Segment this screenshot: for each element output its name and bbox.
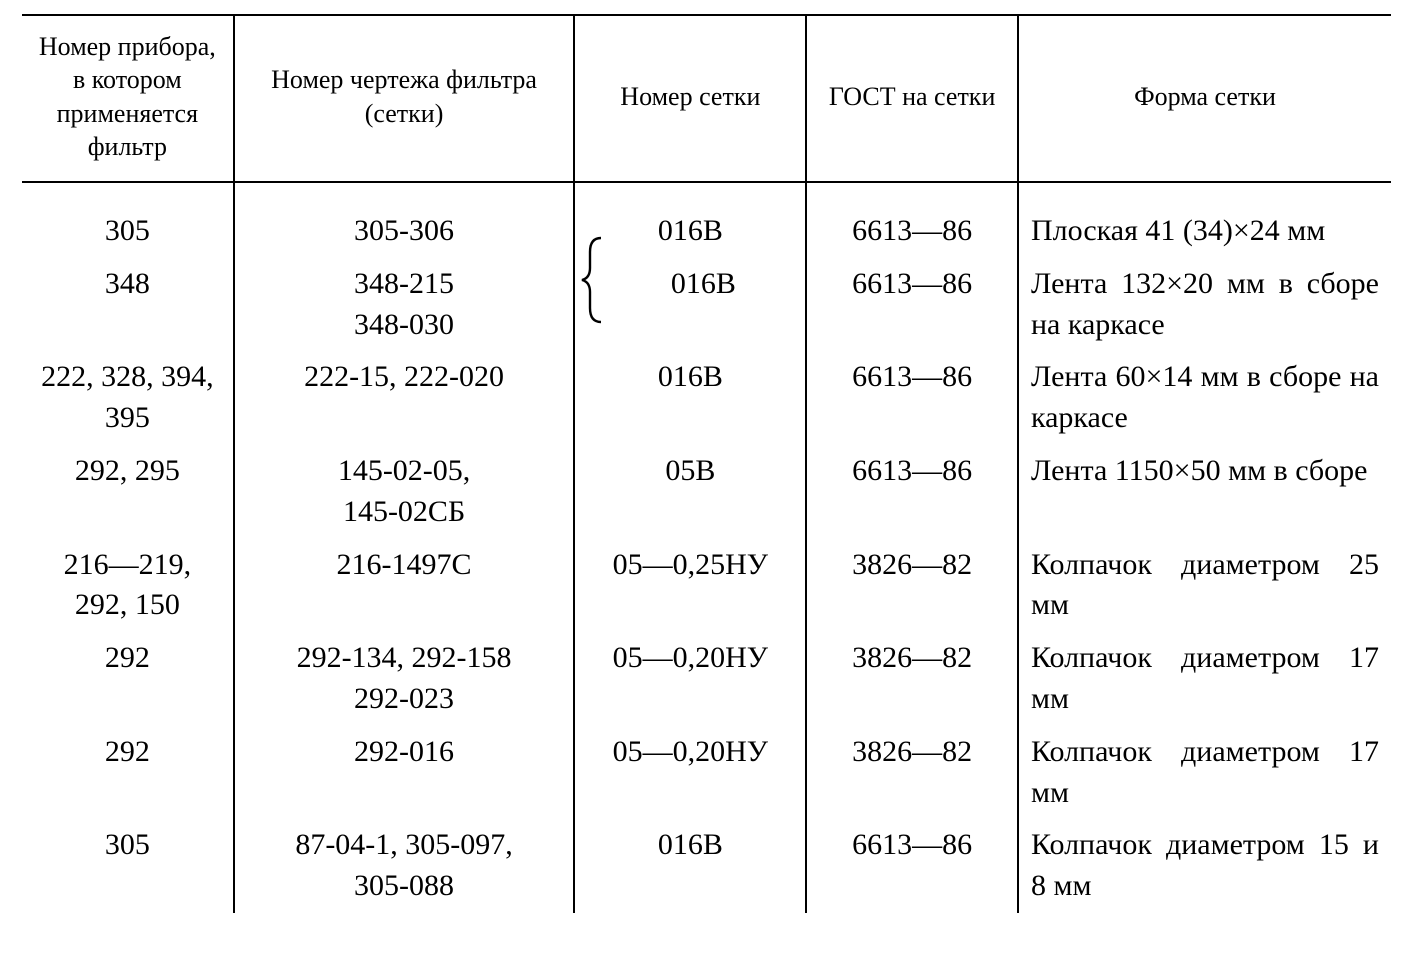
- cell-gost: 6613—86: [806, 205, 1018, 258]
- cell-shape: Лента 1150×50 мм в сборе: [1018, 445, 1391, 539]
- cell-gost: 3826—82: [806, 632, 1018, 726]
- cell-mesh: 016В: [574, 819, 806, 913]
- cell-mesh: 05—0,25НУ: [574, 539, 806, 633]
- cell-gost: 3826—82: [806, 726, 1018, 820]
- cell-device: 292: [22, 726, 234, 820]
- table-row: 305305-306016В6613—86Плоская 41 (34)×24 …: [22, 205, 1391, 258]
- cell-drawing: 292-016: [234, 726, 575, 820]
- cell-gost: 6613—86: [806, 819, 1018, 913]
- cell-drawing: 216-1497С: [234, 539, 575, 633]
- cell-mesh: 05—0,20НУ: [574, 726, 806, 820]
- col-header-gost: ГОСТ на сетки: [806, 15, 1018, 182]
- table-row: 292292-134, 292-158292-02305—0,20НУ3826—…: [22, 632, 1391, 726]
- cell-shape: Лента 132×20 мм в сборе на каркасе: [1018, 258, 1391, 352]
- cell-gost: 3826—82: [806, 539, 1018, 633]
- cell-mesh: 05—0,20НУ: [574, 632, 806, 726]
- col-header-device: Номер прибора, в котором применяется фил…: [22, 15, 234, 182]
- cell-shape: Колпачок диаметром 15 и 8 мм: [1018, 819, 1391, 913]
- cell-drawing: 292-134, 292-158292-023: [234, 632, 575, 726]
- cell-mesh: 016В: [574, 258, 806, 352]
- cell-device: 305: [22, 205, 234, 258]
- cell-drawing: 222-15, 222-020: [234, 351, 575, 445]
- cell-device: 348: [22, 258, 234, 352]
- cell-drawing: 348-215348-030: [234, 258, 575, 352]
- cell-drawing: 87-04-1, 305-097,305-088: [234, 819, 575, 913]
- brace-icon: [579, 236, 607, 324]
- cell-mesh: 05В: [574, 445, 806, 539]
- cell-device: 222, 328, 394, 395: [22, 351, 234, 445]
- table-body: 305305-306016В6613—86Плоская 41 (34)×24 …: [22, 182, 1391, 913]
- cell-gost: 6613—86: [806, 445, 1018, 539]
- table-row: 292, 295145-02-05,145-02СБ05В6613—86Лент…: [22, 445, 1391, 539]
- col-header-mesh: Номер сетки: [574, 15, 806, 182]
- cell-mesh: 016В: [574, 351, 806, 445]
- col-header-shape: Форма сетки: [1018, 15, 1391, 182]
- table-header: Номер прибора, в котором применяется фил…: [22, 15, 1391, 182]
- filter-table: Номер прибора, в котором применяется фил…: [22, 14, 1391, 913]
- table-row: 216—219, 292, 150216-1497С05—0,25НУ3826—…: [22, 539, 1391, 633]
- table-row: 222, 328, 394, 395222-15, 222-020016В661…: [22, 351, 1391, 445]
- col-header-drawing: Номер чертежа фильтра (сетки): [234, 15, 575, 182]
- cell-mesh: 016В: [574, 205, 806, 258]
- header-gap: [22, 182, 1391, 205]
- cell-shape: Колпачок диаметром 17 мм: [1018, 726, 1391, 820]
- cell-gost: 6613—86: [806, 258, 1018, 352]
- cell-gost: 6613—86: [806, 351, 1018, 445]
- table-row: 30587-04-1, 305-097,305-088016В6613—86Ко…: [22, 819, 1391, 913]
- cell-device: 305: [22, 819, 234, 913]
- cell-shape: Колпачок диаметром 25 мм: [1018, 539, 1391, 633]
- cell-shape: Лента 60×14 мм в сборе на каркасе: [1018, 351, 1391, 445]
- page: Номер прибора, в котором применяется фил…: [0, 0, 1413, 953]
- cell-device: 292, 295: [22, 445, 234, 539]
- cell-shape: Колпачок диаметром 17 мм: [1018, 632, 1391, 726]
- cell-shape: Плоская 41 (34)×24 мм: [1018, 205, 1391, 258]
- cell-device: 292: [22, 632, 234, 726]
- table-row: 348348-215348-030016В6613—86Лента 132×20…: [22, 258, 1391, 352]
- table-row: 292292-01605—0,20НУ3826—82Колпачок диаме…: [22, 726, 1391, 820]
- cell-drawing: 305-306: [234, 205, 575, 258]
- cell-drawing: 145-02-05,145-02СБ: [234, 445, 575, 539]
- cell-device: 216—219, 292, 150: [22, 539, 234, 633]
